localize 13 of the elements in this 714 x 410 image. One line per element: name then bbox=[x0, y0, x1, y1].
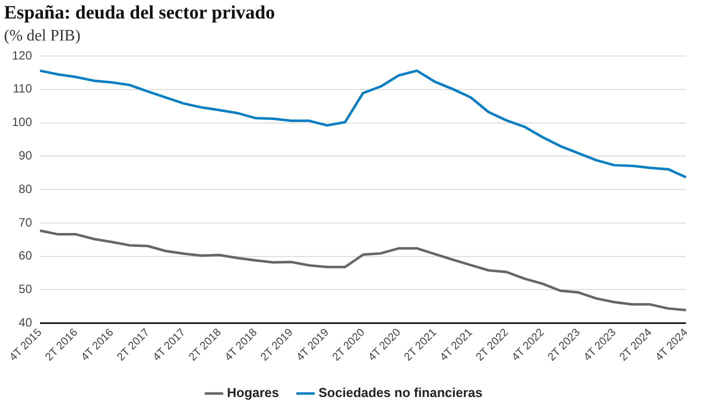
y-tick-label: 70 bbox=[18, 215, 32, 230]
y-tick-label: 100 bbox=[12, 115, 32, 130]
y-tick-label: 90 bbox=[18, 148, 32, 162]
chart-title: España: deuda del sector privado bbox=[4, 2, 275, 24]
y-tick-label: 40 bbox=[18, 315, 32, 330]
legend-label: Sociedades no financieras bbox=[318, 385, 483, 400]
y-tick-label: 60 bbox=[18, 248, 32, 263]
chart-subtitle: (% del PIB) bbox=[4, 28, 80, 45]
legend-label: Hogares bbox=[226, 385, 280, 400]
y-tick-label: 120 bbox=[12, 48, 32, 62]
y-tick-label: 50 bbox=[18, 282, 32, 296]
y-tick-label: 80 bbox=[18, 182, 32, 196]
y-tick-label: 110 bbox=[12, 82, 32, 96]
